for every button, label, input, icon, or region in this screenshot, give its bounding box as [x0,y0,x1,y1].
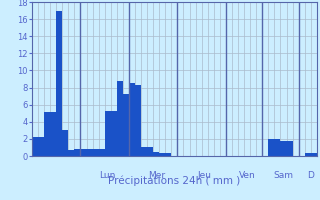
Bar [274,139,280,156]
Bar [286,141,292,156]
Bar [56,11,62,156]
Bar [305,153,311,156]
Bar [44,112,50,156]
Bar [117,81,123,156]
Text: Ven: Ven [239,171,255,180]
Bar [50,112,56,156]
Bar [62,130,68,156]
Bar [92,149,99,156]
Text: Sam: Sam [274,171,293,180]
Bar [68,150,75,156]
Bar [280,141,286,156]
Bar [147,147,153,156]
Text: Lun: Lun [100,171,116,180]
Bar [141,147,147,156]
Bar [268,139,274,156]
Bar [311,153,317,156]
Bar [159,153,165,156]
Bar [86,149,92,156]
Bar [165,153,172,156]
Text: Mer: Mer [148,171,165,180]
Bar [80,149,86,156]
Bar [75,149,80,156]
Bar [32,137,38,156]
Bar [135,85,141,156]
Bar [111,111,117,156]
Bar [38,137,44,156]
Bar [105,111,111,156]
Bar [153,152,159,156]
X-axis label: Précipitations 24h ( mm ): Précipitations 24h ( mm ) [108,175,241,186]
Text: Jeu: Jeu [198,171,212,180]
Text: D: D [307,171,314,180]
Bar [123,94,129,156]
Bar [129,83,135,156]
Bar [99,149,105,156]
